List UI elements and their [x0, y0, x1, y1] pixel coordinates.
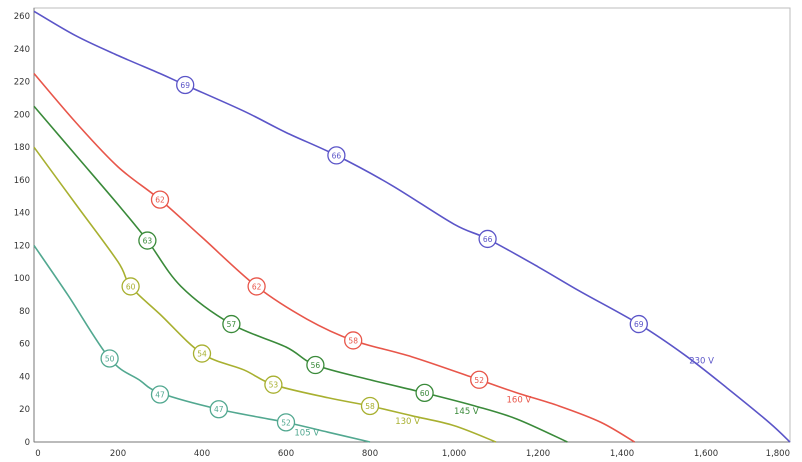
efficiency-marker-label: 69	[634, 320, 644, 329]
efficiency-marker	[276, 413, 296, 432]
series-160-v: 62 62 58 52	[33, 72, 636, 443]
y-tick-label: 20	[19, 405, 30, 415]
series-name-label: 160 V	[507, 396, 532, 406]
series-145-v: 63 57 56 60	[33, 105, 568, 443]
efficiency-marker	[150, 385, 170, 404]
x-tick-label: 1,600	[694, 449, 718, 459]
series-labels: 230 V 160 V 145 V 130 V 105 V	[294, 356, 714, 438]
x-tick-label: 200	[110, 449, 126, 459]
x-tick-label: 600	[278, 449, 294, 459]
efficiency-marker	[306, 355, 325, 375]
y-axis-ticks: 0 20 40 60 80 100 120 140 160 180 200 220 240 260	[14, 12, 30, 448]
efficiency-marker-label: 54	[197, 350, 207, 359]
x-tick-label: 400	[194, 449, 210, 459]
series-line	[33, 146, 497, 443]
efficiency-marker	[100, 349, 119, 368]
efficiency-marker-label: 53	[269, 381, 279, 390]
y-tick-label: 80	[19, 307, 30, 317]
axes	[33, 7, 791, 443]
efficiency-marker-label: 50	[105, 354, 115, 363]
y-tick-label: 260	[14, 12, 30, 22]
x-tick-label: 1,400	[610, 449, 634, 459]
efficiency-marker-label: 56	[311, 361, 321, 370]
efficiency-marker-label: 60	[126, 282, 136, 291]
efficiency-marker	[138, 231, 157, 250]
efficiency-marker	[344, 331, 363, 350]
efficiency-marker	[121, 277, 140, 296]
y-tick-label: 100	[14, 274, 30, 284]
plot-area	[33, 7, 791, 443]
efficiency-marker	[176, 75, 195, 95]
y-tick-label: 180	[14, 143, 30, 153]
efficiency-marker-label: 58	[348, 336, 358, 345]
x-tick-label: 1,800	[766, 449, 790, 459]
series-name-label: 130 V	[395, 417, 420, 427]
efficiency-marker-label: 47	[214, 405, 224, 414]
series-230-v: 69 66 66 69	[33, 10, 791, 443]
efficiency-marker	[415, 383, 434, 403]
efficiency-marker	[222, 314, 241, 334]
y-tick-label: 40	[19, 372, 30, 382]
efficiency-marker	[470, 370, 489, 389]
series-name-label: 145 V	[454, 407, 479, 417]
y-tick-label: 200	[14, 110, 30, 120]
efficiency-marker	[327, 146, 346, 165]
efficiency-marker	[629, 314, 648, 334]
efficiency-marker-label: 66	[483, 235, 493, 244]
efficiency-marker-label: 52	[281, 418, 291, 427]
x-tick-label: 0	[35, 449, 40, 459]
efficiency-marker	[247, 277, 266, 296]
efficiency-marker-label: 63	[143, 237, 153, 246]
series-line	[33, 105, 568, 443]
efficiency-marker-label: 60	[420, 389, 430, 398]
y-tick-label: 140	[14, 209, 30, 219]
series-line	[33, 10, 791, 443]
y-tick-label: 0	[25, 438, 30, 448]
efficiency-marker	[360, 396, 380, 416]
x-axis-ticks: 0 200 400 600 800 1,000 1,200 1,400 1,600 1,800	[35, 449, 790, 459]
efficiency-marker	[150, 190, 170, 209]
efficiency-marker-label: 47	[155, 391, 165, 400]
y-tick-label: 120	[14, 241, 30, 251]
efficiency-marker	[264, 375, 283, 394]
efficiency-marker-label: 62	[155, 196, 165, 205]
series-105-v: 50 47 47 52	[33, 245, 371, 443]
efficiency-marker	[192, 344, 212, 363]
series-name-label: 230 V	[689, 356, 714, 366]
efficiency-marker-label: 62	[252, 282, 262, 291]
y-tick-label: 60	[19, 340, 30, 350]
x-tick-label: 1,200	[526, 449, 550, 459]
y-tick-label: 240	[14, 45, 30, 55]
series-line	[33, 72, 636, 443]
y-tick-label: 160	[14, 176, 30, 186]
efficiency-marker-label: 69	[180, 81, 190, 90]
efficiency-marker-label: 57	[227, 320, 237, 329]
efficiency-marker	[209, 400, 228, 419]
x-tick-label: 1,000	[442, 449, 466, 459]
efficiency-marker-label: 58	[365, 402, 375, 411]
series-130-v: 60 54 53 58	[33, 146, 497, 443]
efficiency-marker	[478, 229, 497, 249]
series-name-label: 105 V	[294, 428, 319, 438]
efficiency-marker-label: 52	[474, 376, 484, 385]
x-tick-label: 800	[362, 449, 378, 459]
efficiency-marker-label: 66	[332, 151, 342, 160]
y-tick-label: 220	[14, 78, 30, 88]
series-layer: 69 66 66 69 62 62 58 52 63 57 56 60 60 54 53 58 50 47 47 52	[33, 10, 791, 443]
